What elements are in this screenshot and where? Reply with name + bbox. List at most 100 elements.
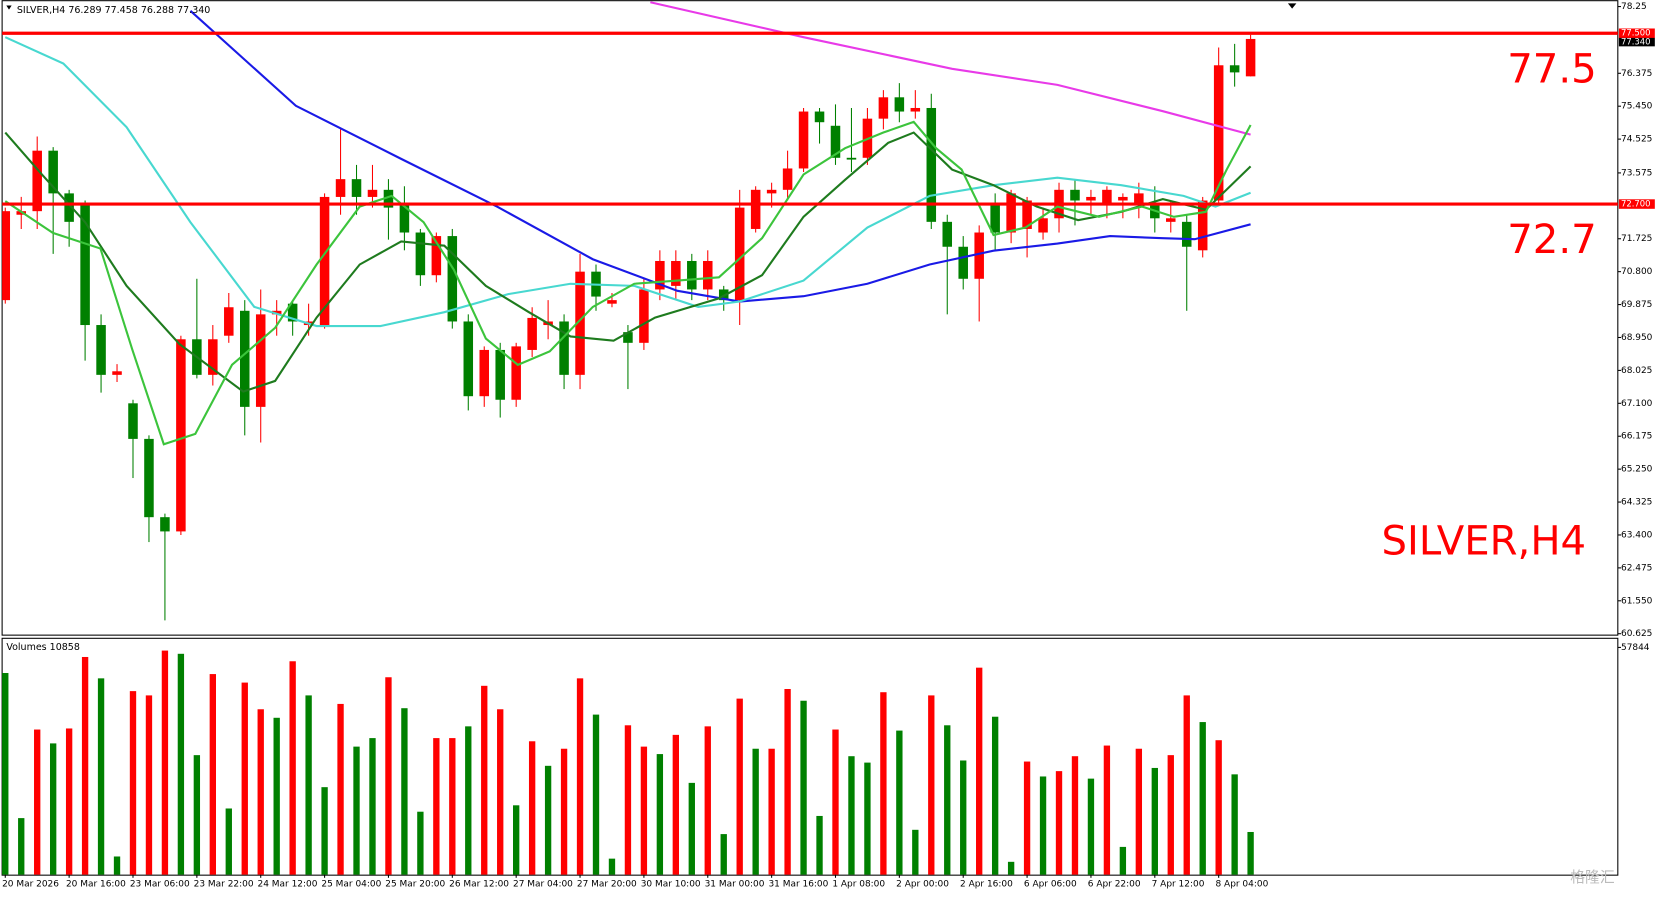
level-label: 72.7: [1507, 217, 1596, 263]
candle-body: [80, 204, 90, 326]
volume-bar: [1215, 740, 1222, 875]
candle-body: [335, 179, 346, 197]
x-tick-label: 7 Apr 12:00: [1152, 880, 1205, 890]
volume-bar: [1135, 748, 1143, 875]
y-tick-label: 68.025: [1621, 366, 1652, 376]
volume-bar: [672, 734, 680, 875]
volume-bar: [944, 725, 951, 875]
volume-bar: [209, 674, 216, 875]
volume-bar: [848, 756, 855, 875]
volume-bar: [305, 695, 312, 875]
level-tag-label: 77.500: [1621, 28, 1651, 38]
y-tick-label: 70.800: [1621, 267, 1653, 277]
y-tick-label: 64.325: [1621, 498, 1652, 508]
candle-body: [958, 246, 968, 279]
volume-bar: [960, 760, 967, 875]
x-tick-label: 6 Apr 22:00: [1088, 880, 1141, 890]
candle-body: [990, 204, 1000, 233]
candle-body: [287, 303, 298, 322]
candle-body: [1038, 218, 1048, 233]
candle-body: [239, 310, 250, 407]
y-tick-label: 73.575: [1621, 168, 1652, 178]
volume-bar: [193, 755, 201, 875]
candle-body: [814, 111, 825, 123]
volume-bar: [912, 829, 919, 875]
candle-body: [878, 97, 889, 119]
y-tick-label: 69.875: [1621, 300, 1652, 310]
x-tick-label: 25 Mar 04:00: [321, 880, 381, 890]
y-tick-label: 63.400: [1621, 530, 1653, 540]
volume-label: Volumes 10858: [6, 642, 80, 653]
volume-bar: [880, 692, 887, 875]
candle-body: [48, 150, 58, 194]
x-tick-label: 24 Mar 12:00: [258, 880, 318, 890]
x-tick-label: 2 Apr 00:00: [896, 880, 949, 890]
volume-bar: [816, 815, 823, 875]
candle-body: [1086, 196, 1096, 201]
candle-body: [1006, 193, 1016, 233]
volume-bar: [417, 811, 424, 875]
candle-body: [623, 332, 633, 343]
candle-body: [2, 211, 11, 301]
candle-body: [1213, 65, 1224, 201]
volume-bar: [113, 856, 121, 875]
candle-body: [255, 314, 266, 407]
y-tick-label: 61.550: [1621, 596, 1653, 606]
candle-body: [271, 310, 282, 315]
volume-bar: [592, 714, 600, 875]
y-tick-label: 76.375: [1621, 69, 1652, 79]
y-tick-label: 57844: [1621, 643, 1650, 653]
candle-body: [160, 517, 170, 532]
candle-body: [559, 321, 569, 375]
volume-bar: [1151, 767, 1158, 875]
candle-body: [942, 221, 953, 247]
volume-bar: [2, 673, 9, 875]
candle-body: [782, 168, 793, 190]
y-tick-label: 75.450: [1621, 102, 1653, 112]
chart-header: SILVER,H4 76.289 77.458 76.288 77.340: [17, 5, 210, 16]
candle-body: [910, 107, 921, 112]
candle-body: [64, 193, 74, 222]
volume-bar: [928, 695, 935, 875]
y-tick-label: 74.525: [1621, 135, 1652, 145]
volume-bar: [1039, 776, 1047, 875]
marker: [1287, 3, 1297, 9]
candle-body: [1118, 196, 1128, 201]
y-tick-label: 60.625: [1621, 629, 1652, 639]
volume-bar: [688, 782, 695, 875]
volume-bar: [18, 818, 25, 875]
x-tick-label: 31 Mar 16:00: [768, 880, 828, 890]
volume-bar: [65, 728, 73, 875]
candle-body: [351, 179, 362, 197]
candle-body: [224, 307, 234, 336]
level-label: 77.5: [1507, 46, 1596, 92]
candle-body: [1102, 189, 1112, 205]
candle-body: [479, 349, 490, 397]
moving-average: [4, 36, 1251, 328]
volume-bar: [1071, 756, 1079, 875]
volume-bar: [1007, 861, 1015, 875]
volume-bar: [608, 858, 616, 875]
candle-body: [32, 150, 42, 212]
x-tick-label: 27 Mar 04:00: [513, 880, 573, 890]
y-tick-label: 68.950: [1621, 333, 1653, 343]
candle-body: [607, 300, 617, 304]
volume-bar: [864, 762, 871, 875]
candle-body: [463, 321, 474, 397]
volume-bar: [337, 703, 344, 875]
candle-body: [399, 204, 410, 233]
volume-bar: [1231, 774, 1238, 875]
x-tick-label: 25 Mar 20:00: [385, 880, 445, 890]
candle-body: [655, 260, 665, 290]
volume-bar: [449, 738, 456, 875]
annotation: SILVER,H4: [1381, 519, 1586, 565]
candle-body: [431, 236, 442, 276]
candle-body: [495, 349, 505, 400]
volume-bar: [321, 787, 328, 875]
candle-body: [974, 232, 984, 279]
candle-body: [798, 111, 809, 169]
candle-body: [1134, 193, 1144, 205]
